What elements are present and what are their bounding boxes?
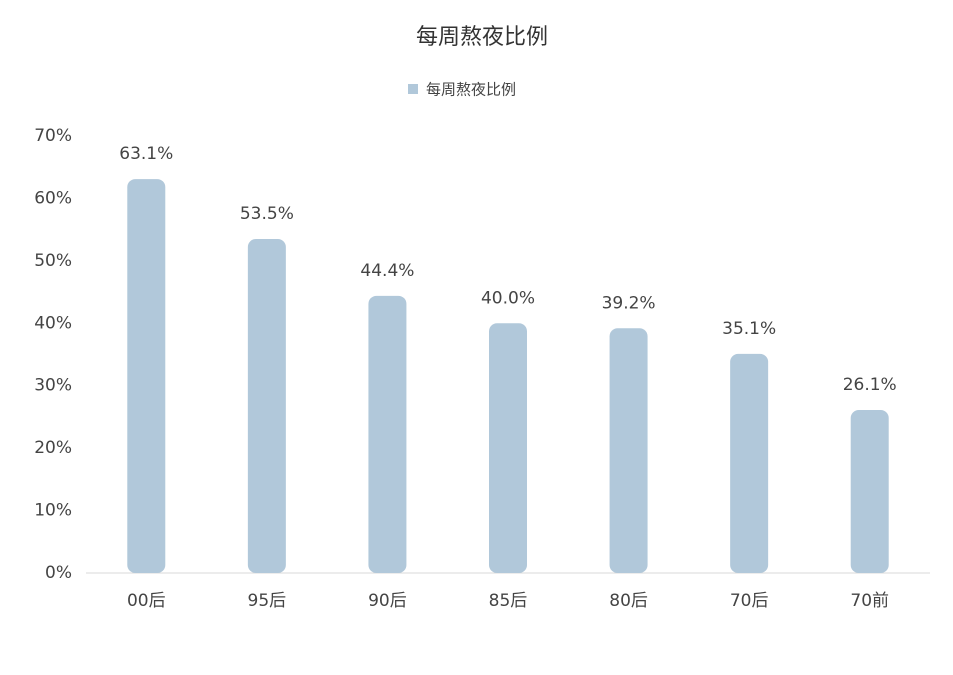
data-label: 35.1% — [722, 319, 776, 339]
x-tick-label: 85后 — [489, 591, 528, 611]
data-label: 63.1% — [119, 144, 173, 164]
y-tick-label: 60% — [34, 188, 72, 208]
bar — [247, 239, 286, 573]
x-tick-label: 90后 — [368, 591, 407, 611]
legend-swatch — [408, 84, 418, 94]
y-tick-label: 50% — [34, 251, 72, 271]
x-tick-label: 80后 — [609, 591, 648, 611]
y-tick-label: 10% — [34, 501, 72, 521]
y-tick-label: 40% — [34, 313, 72, 333]
y-tick-label: 20% — [34, 438, 72, 458]
x-tick-label: 70后 — [730, 591, 769, 611]
bar — [489, 323, 527, 573]
data-label: 40.0% — [481, 288, 535, 308]
bar — [368, 295, 407, 573]
chart-title: 每周熬夜比例 — [416, 25, 548, 50]
bar — [127, 179, 166, 573]
bar — [609, 328, 648, 573]
data-label: 39.2% — [602, 293, 656, 313]
data-label: 53.5% — [240, 204, 294, 224]
legend-label: 每周熬夜比例 — [426, 81, 516, 99]
bar — [850, 410, 889, 573]
x-tick-label: 70前 — [850, 591, 889, 611]
y-tick-label: 70% — [34, 126, 72, 146]
y-tick-label: 0% — [45, 563, 72, 583]
y-tick-label: 30% — [34, 376, 72, 396]
bar — [730, 353, 769, 573]
x-tick-label: 95后 — [248, 591, 287, 611]
data-label: 44.4% — [360, 261, 414, 281]
data-label: 26.1% — [843, 375, 897, 395]
x-tick-label: 00后 — [127, 591, 166, 611]
